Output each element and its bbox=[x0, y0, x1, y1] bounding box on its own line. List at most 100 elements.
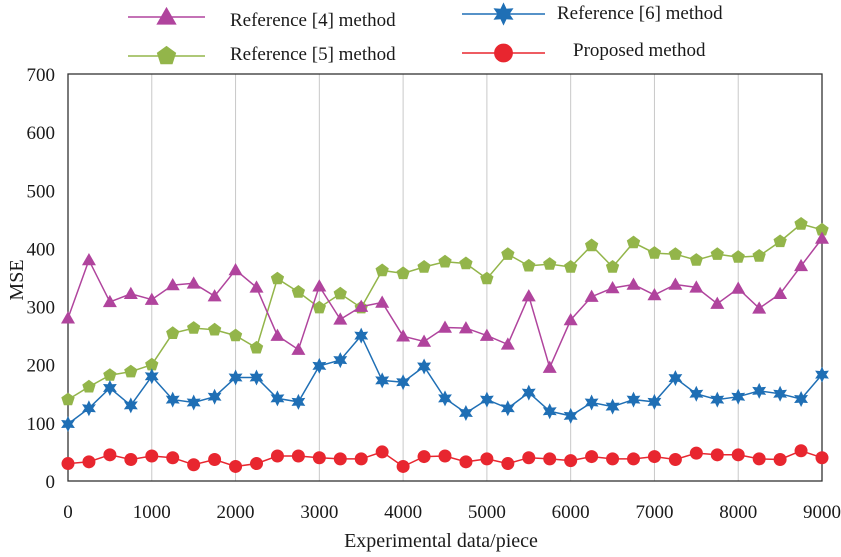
data-point bbox=[270, 449, 284, 463]
data-point bbox=[396, 329, 411, 342]
data-point bbox=[165, 391, 180, 408]
data-point bbox=[375, 263, 389, 277]
data-point bbox=[208, 322, 222, 336]
data-point bbox=[689, 253, 703, 266]
data-point bbox=[312, 300, 326, 314]
data-point bbox=[584, 394, 599, 411]
x-tick-label: 8000 bbox=[719, 502, 757, 523]
data-point bbox=[270, 271, 285, 285]
data-point bbox=[124, 364, 138, 378]
data-point bbox=[815, 451, 829, 465]
legend-marker bbox=[493, 2, 514, 26]
data-point bbox=[564, 260, 578, 273]
series-1 bbox=[61, 231, 829, 373]
data-point bbox=[731, 281, 746, 294]
data-point bbox=[563, 407, 578, 424]
y-tick-label: 300 bbox=[27, 298, 56, 319]
data-point bbox=[626, 277, 641, 290]
data-point bbox=[417, 334, 432, 347]
data-point bbox=[291, 285, 305, 298]
data-point bbox=[145, 449, 159, 463]
data-point bbox=[710, 247, 724, 260]
data-point bbox=[82, 400, 96, 417]
data-point bbox=[291, 393, 306, 410]
data-point bbox=[375, 445, 389, 459]
data-point bbox=[479, 328, 494, 341]
data-point bbox=[500, 400, 515, 417]
data-point bbox=[61, 457, 75, 471]
x-tick-label: 1000 bbox=[133, 502, 171, 523]
series-3 bbox=[61, 327, 829, 432]
data-point bbox=[312, 357, 327, 374]
data-point bbox=[794, 258, 809, 272]
data-point bbox=[773, 286, 788, 300]
data-point bbox=[605, 280, 620, 294]
data-point bbox=[647, 287, 662, 301]
data-point bbox=[144, 368, 159, 385]
data-point bbox=[438, 254, 452, 268]
data-point bbox=[668, 247, 682, 260]
data-point bbox=[564, 454, 578, 468]
data-point bbox=[563, 312, 578, 326]
data-point bbox=[689, 446, 703, 460]
data-point bbox=[103, 380, 117, 396]
legend-item: Reference [5] method bbox=[128, 44, 396, 65]
data-point bbox=[81, 253, 96, 266]
data-point bbox=[354, 299, 369, 312]
data-point bbox=[480, 391, 494, 408]
data-point bbox=[417, 260, 431, 273]
data-point bbox=[458, 321, 473, 334]
data-point bbox=[584, 289, 599, 302]
x-tick-label: 4000 bbox=[384, 502, 422, 523]
data-point bbox=[333, 352, 348, 369]
data-point bbox=[417, 358, 431, 375]
data-point bbox=[396, 266, 410, 280]
plot-frame bbox=[67, 73, 823, 482]
data-point bbox=[794, 217, 808, 230]
data-point bbox=[668, 277, 683, 290]
data-point bbox=[668, 452, 682, 466]
data-point bbox=[752, 249, 766, 262]
grid-lines bbox=[151, 74, 739, 481]
series-line bbox=[67, 334, 823, 425]
series-2 bbox=[61, 217, 829, 406]
legend-label: Reference [5] method bbox=[230, 44, 396, 65]
data-point bbox=[186, 276, 201, 289]
data-point bbox=[647, 393, 662, 410]
data-point bbox=[543, 452, 557, 466]
x-tick-label: 2000 bbox=[217, 502, 255, 523]
data-point bbox=[333, 312, 348, 325]
data-point bbox=[815, 231, 829, 244]
data-point bbox=[459, 455, 473, 469]
data-point bbox=[794, 444, 808, 458]
data-point bbox=[103, 448, 117, 462]
y-axis-label: MSE bbox=[6, 259, 28, 300]
data-point bbox=[752, 382, 767, 399]
data-point bbox=[459, 405, 473, 421]
data-point bbox=[61, 416, 75, 432]
series-line bbox=[67, 223, 823, 401]
data-point bbox=[647, 246, 662, 259]
legend-marker bbox=[156, 6, 177, 25]
legend-item: Reference [6] method bbox=[462, 2, 723, 26]
series-group bbox=[61, 217, 829, 473]
data-point bbox=[606, 452, 620, 466]
data-point bbox=[542, 360, 557, 373]
legend-marker bbox=[494, 43, 513, 63]
data-point bbox=[815, 366, 829, 383]
data-point bbox=[815, 222, 829, 236]
data-point bbox=[312, 279, 327, 292]
data-point bbox=[165, 278, 180, 291]
data-point bbox=[250, 457, 263, 471]
legend-marker bbox=[156, 45, 177, 65]
data-point bbox=[82, 455, 96, 469]
data-point bbox=[647, 450, 661, 464]
data-point bbox=[249, 369, 264, 386]
legend-item: Reference [4] method bbox=[128, 6, 396, 31]
data-point bbox=[585, 238, 599, 252]
data-point bbox=[689, 280, 704, 293]
data-point bbox=[291, 449, 305, 463]
axes bbox=[67, 73, 823, 482]
data-point bbox=[166, 451, 180, 465]
